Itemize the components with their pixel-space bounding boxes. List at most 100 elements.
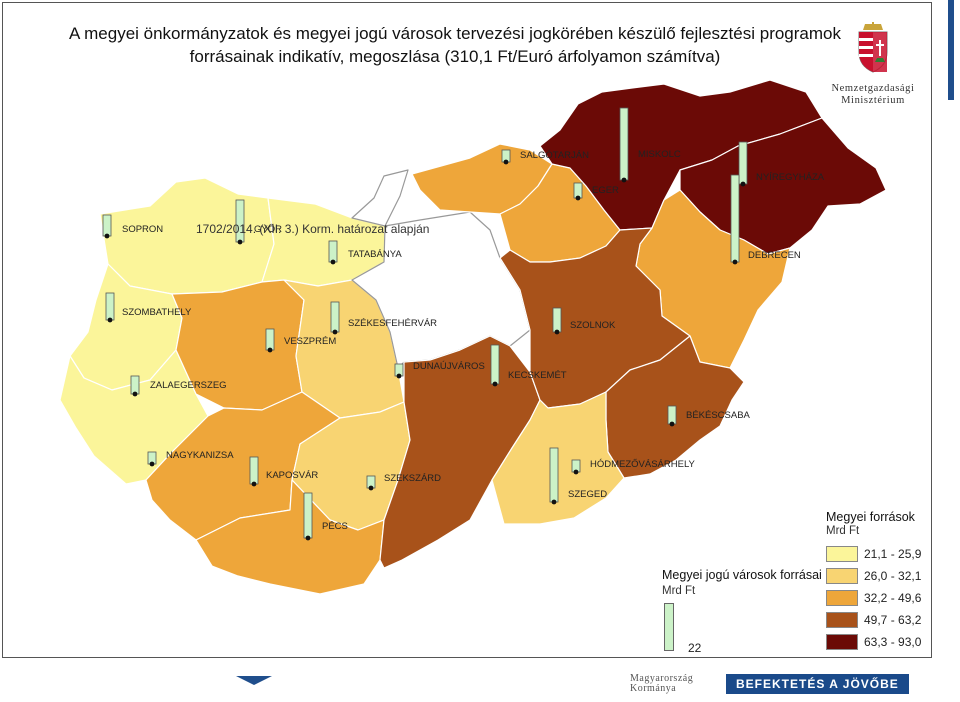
city-bar (730, 174, 740, 263)
city-legend-title: Megyei jogú városok forrásai (662, 568, 822, 582)
county-legend-label: 32,2 - 49,6 (864, 591, 922, 605)
side-accent-stripe (948, 0, 954, 100)
city-location-dot (104, 233, 110, 239)
county-legend-swatch (826, 590, 858, 606)
city-location-dot (132, 391, 138, 397)
county-legend-swatch (826, 634, 858, 650)
county-legend-row: 63,3 - 93,0 (826, 631, 936, 653)
county-legend-row: 26,0 - 32,1 (826, 565, 936, 587)
city-legend: Megyei jogú városok forrásai Mrd Ft 22 (662, 568, 822, 661)
city-legend-bar (664, 603, 674, 651)
bottom-chevron-icon (236, 676, 272, 685)
city-location-dot (740, 181, 746, 187)
city-location-dot (149, 461, 155, 467)
county-legend-row: 32,2 - 49,6 (826, 587, 936, 609)
city-bar (619, 107, 629, 181)
map-frame (2, 2, 932, 658)
ministry-logo: Nemzetgazdasági Minisztérium (808, 22, 938, 118)
county-legend-swatch (826, 612, 858, 628)
government-logo-text: Magyarország Kormánya (630, 674, 718, 694)
government-line-1: Magyarország (630, 673, 694, 684)
county-legend-swatch (826, 568, 858, 584)
hungary-county-map: SOPRON GYŐR TATABÁNYA SALGÓTARJÁN MISKOLC EGE… (59, 79, 887, 595)
city-label: SZEGED (568, 489, 607, 500)
city-label: SZÉKESFEHÉRVÁR (348, 318, 437, 329)
page-title: A megyei önkormányzatok és megyei jogú v… (60, 22, 850, 68)
county-jasz-nagykun-szolnok (499, 227, 691, 409)
side-accent-bar (944, 0, 960, 702)
city-bar (667, 405, 677, 425)
city-label: DEBRECEN (748, 250, 801, 261)
city-location-dot (330, 259, 336, 265)
city-label: HÓDMEZŐVÁSÁRHELY (590, 459, 696, 470)
title-line-2: forrásainak indikatív, megoszlása (310,1… (189, 47, 721, 66)
county-gyor-moson-sopron (99, 177, 275, 295)
government-line-2: Kormánya (630, 683, 677, 694)
county-legend-row: 49,7 - 63,2 (826, 609, 936, 631)
city-label: SZEKSZÁRD (384, 473, 441, 484)
county-legend-rows: 21,1 - 25,9 26,0 - 32,1 32,2 - 49,6 49,7 - … (826, 543, 936, 653)
city-location-dot (396, 373, 402, 379)
city-bar (303, 492, 313, 539)
city-legend-sample: 22 (662, 601, 822, 661)
county-legend-label: 26,0 - 32,1 (864, 569, 922, 583)
city-label: KECSKEMÉT (508, 370, 567, 381)
city-location-dot (573, 469, 579, 475)
city-legend-unit: Mrd Ft (662, 585, 696, 597)
city-location-dot (267, 347, 273, 353)
city-location-dot (368, 485, 374, 491)
county-legend-label: 49,7 - 63,2 (864, 613, 922, 627)
city-label: KAPOSVÁR (266, 470, 318, 481)
county-legend-row: 21,1 - 25,9 (826, 543, 936, 565)
city-label: ZALAEGERSZEG (150, 380, 227, 391)
city-label: SOPRON (122, 224, 163, 235)
county-legend-unit: Mrd Ft (826, 525, 860, 537)
city-location-dot (107, 317, 113, 323)
city-location-dot (551, 499, 557, 505)
city-location-dot (503, 159, 509, 165)
city-location-dot (237, 239, 243, 245)
title-line-1: A megyei önkormányzatok és megyei jogú v… (69, 24, 841, 43)
city-location-dot (305, 535, 311, 541)
city-label: NYÍREGYHÁZA (756, 172, 825, 183)
city-label: PÉCS (322, 521, 348, 532)
city-bar (738, 141, 748, 185)
ministry-name-line-2: Minisztérium (841, 95, 905, 106)
city-location-dot (332, 329, 338, 335)
city-label: NAGYKANIZSA (166, 450, 234, 461)
city-bar (265, 328, 275, 351)
city-location-dot (554, 329, 560, 335)
city-legend-value: 22 (688, 641, 702, 655)
county-legend-swatch (826, 546, 858, 562)
county-legend-label: 63,3 - 93,0 (864, 635, 922, 649)
city-label: SZOLNOK (570, 320, 616, 331)
city-location-dot (575, 195, 581, 201)
county-legend-title: Megyei források (826, 510, 915, 524)
city-bar (490, 344, 500, 385)
city-label: TATABÁNYA (348, 249, 402, 260)
city-bar (328, 240, 338, 263)
budapest-area (351, 169, 409, 227)
city-location-dot (669, 421, 675, 427)
slogan-banner: BEFEKTETÉS A JÖVŐBE (726, 674, 909, 694)
city-label: SZOMBATHELY (122, 307, 192, 318)
city-bar (330, 301, 340, 333)
city-location-dot (251, 481, 257, 487)
city-label: MISKOLC (638, 149, 681, 160)
city-label: EGER (592, 185, 619, 196)
city-bar (105, 292, 115, 321)
county-legend: Megyei források Mrd Ft 21,1 - 25,9 26,0 -… (826, 510, 936, 653)
city-label: GYŐR (254, 224, 282, 235)
city-bar (549, 447, 559, 503)
city-label: VESZPRÉM (284, 336, 336, 347)
city-location-dot (492, 381, 498, 387)
footer-branding: Magyarország Kormánya BEFEKTETÉS A JÖVŐB… (630, 672, 909, 696)
city-bar (102, 214, 112, 237)
city-location-dot (732, 259, 738, 265)
county-bacs-kiskun (379, 335, 541, 569)
city-bar (249, 456, 259, 485)
city-label: DUNAÚJVÁROS (413, 361, 485, 372)
city-bar (130, 375, 140, 395)
city-label: BÉKÉSCSABA (686, 410, 751, 421)
city-location-dot (621, 177, 627, 183)
